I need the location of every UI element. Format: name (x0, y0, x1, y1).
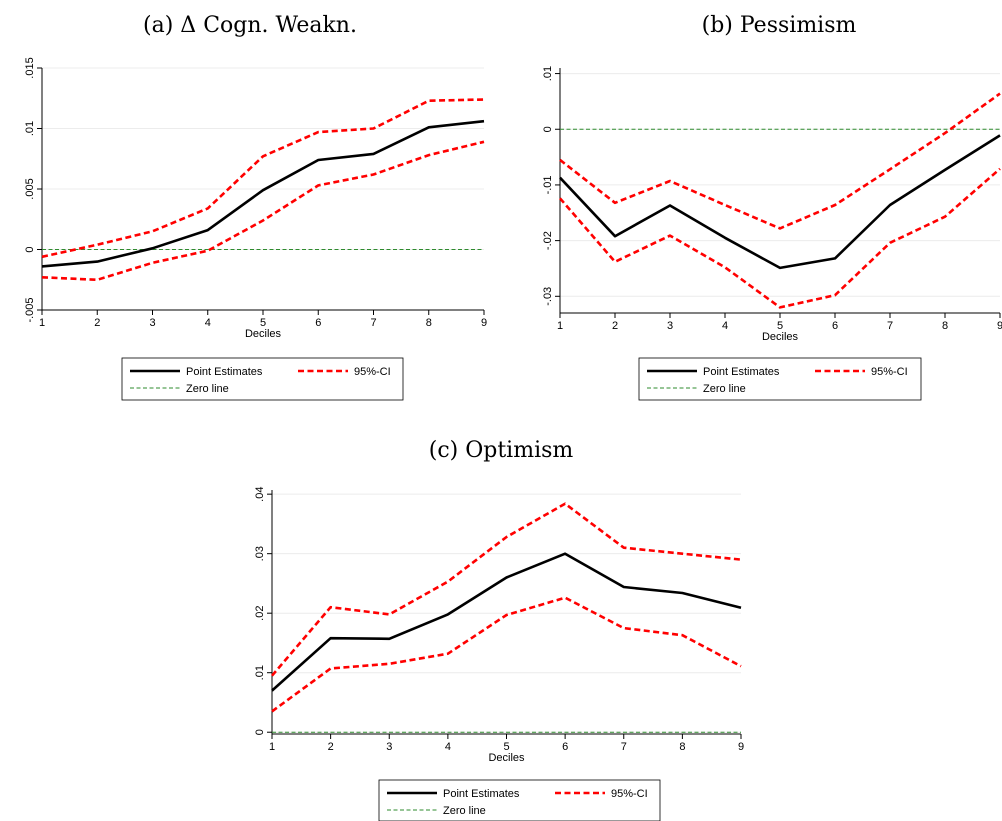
x-tick-label: 8 (426, 317, 432, 329)
panel-1: (a) Δ Cogn. Weakn. -.005 0 .005 .01 .015 1 2 3 4 5… (24, 13, 487, 401)
y-tick-label: .015 (24, 57, 36, 78)
x-tick-label: 3 (149, 317, 155, 329)
x-tick-label: 9 (738, 741, 744, 753)
chart-title: (a) Δ Cogn. Weakn. (143, 13, 357, 38)
y-tick-label: 0 (542, 126, 554, 132)
series-ci-lower-line (41, 140, 485, 282)
legend: Point Estimates 95%-CI Zero line (378, 779, 661, 821)
y-tick-label: .01 (254, 665, 266, 680)
legend-label: Point Estimates (186, 366, 263, 378)
x-tick-label: 4 (445, 741, 451, 753)
legend-label: Zero line (443, 805, 486, 817)
x-tick-label: 9 (481, 317, 487, 329)
y-tick-label: 0 (254, 729, 266, 735)
x-tick-label: 1 (39, 317, 45, 329)
legend-box (638, 357, 922, 401)
y-tick-label: .01 (542, 66, 554, 81)
x-axis-label: Deciles (488, 752, 525, 764)
legend-box (378, 779, 661, 821)
legend-label: 95%-CI (611, 788, 648, 800)
y-tick-label: .03 (254, 546, 266, 561)
y-tick-label: -.005 (24, 297, 36, 322)
y-tick-label: .02 (254, 606, 266, 621)
x-tick-label: 5 (777, 320, 783, 332)
series-95-ci-line (559, 92, 1001, 230)
y-tick-label: -.01 (542, 175, 554, 194)
series-ci-lower-line (559, 167, 1001, 309)
y-tick-label: 0 (24, 246, 36, 252)
x-tick-label: 4 (205, 317, 211, 329)
x-axis-label: Deciles (245, 328, 282, 340)
series-point-estimates-line (41, 119, 485, 268)
legend-label: 95%-CI (871, 366, 908, 378)
x-tick-label: 7 (887, 320, 893, 332)
x-tick-label: 5 (503, 741, 509, 753)
x-tick-label: 3 (386, 741, 392, 753)
x-tick-label: 2 (612, 320, 618, 332)
x-tick-label: 8 (942, 320, 948, 332)
x-tick-label: 6 (562, 741, 568, 753)
x-tick-label: 4 (722, 320, 728, 332)
panel-3: (c) Optimism 0 .01 .02 .03 .04 1 2 3 4 5 6 7 8 9 Decile… (254, 438, 744, 821)
series-95-ci-line (41, 98, 485, 259)
legend-label: Point Estimates (443, 788, 520, 800)
y-tick-label: .005 (24, 178, 36, 199)
series-95-ci-line (271, 502, 742, 677)
y-tick-label: .04 (254, 487, 266, 502)
x-tick-label: 1 (269, 741, 275, 753)
y-tick-label: -.03 (542, 287, 554, 306)
legend-box (121, 357, 404, 401)
panel-2: (b) Pessimism -.03 -.02 -.01 0 .01 1 2 3 4 5 6 7 8 9 De… (542, 13, 1002, 401)
legend: Point Estimates 95%-CI Zero line (638, 357, 922, 401)
y-tick-label: -.02 (542, 231, 554, 250)
x-tick-label: 1 (557, 320, 563, 332)
x-tick-label: 6 (832, 320, 838, 332)
legend: Point Estimates 95%-CI Zero line (121, 357, 404, 401)
x-axis-label: Deciles (762, 331, 799, 343)
series-point-estimates-line (271, 552, 742, 692)
chart-title: (c) Optimism (429, 438, 574, 463)
x-tick-label: 7 (370, 317, 376, 329)
x-tick-label: 2 (94, 317, 100, 329)
chart-title: (b) Pessimism (702, 13, 857, 38)
legend-label: Zero line (703, 383, 746, 395)
y-tick-label: .01 (24, 121, 36, 136)
legend-label: Point Estimates (703, 366, 780, 378)
legend-label: 95%-CI (354, 366, 391, 378)
x-tick-label: 6 (315, 317, 321, 329)
x-tick-label: 3 (667, 320, 673, 332)
x-tick-label: 9 (997, 320, 1002, 332)
x-tick-label: 7 (621, 741, 627, 753)
x-tick-label: 5 (260, 317, 266, 329)
series-point-estimates-line (559, 134, 1001, 270)
series-ci-lower-line (271, 596, 742, 713)
legend-label: Zero line (186, 383, 229, 395)
x-tick-label: 8 (679, 741, 685, 753)
x-tick-label: 2 (328, 741, 334, 753)
